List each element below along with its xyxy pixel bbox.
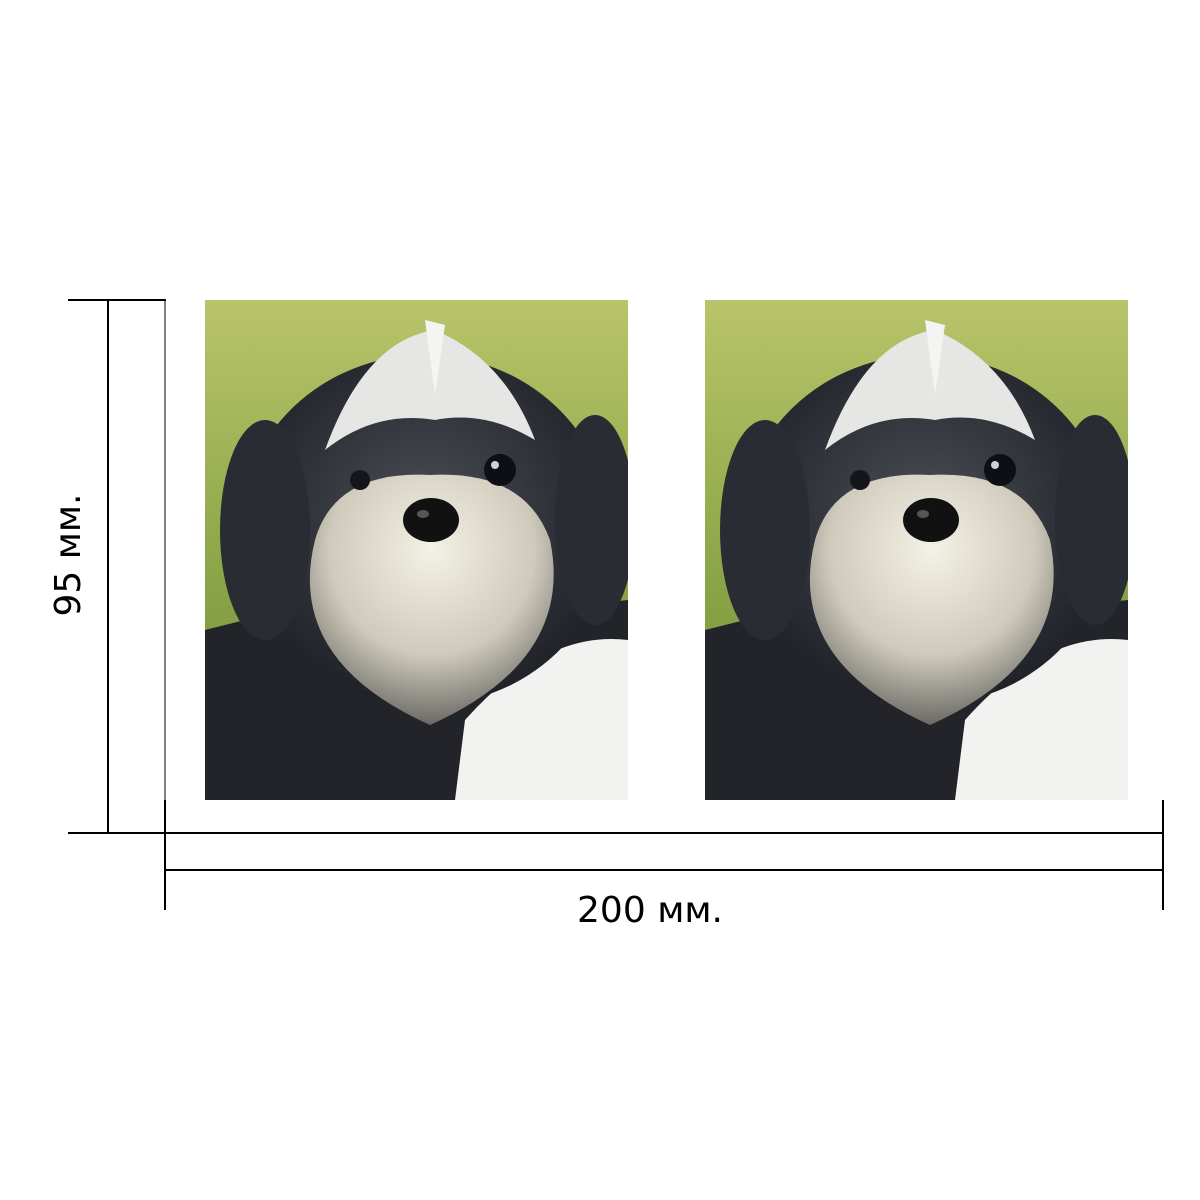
height-label: 95 мм. xyxy=(48,493,89,616)
product-photo xyxy=(705,300,1135,800)
width-label: 200 мм. xyxy=(577,890,723,931)
height-dimension: 95 мм. xyxy=(48,299,166,834)
width-dimension: 200 мм. xyxy=(164,800,1164,931)
product-photo xyxy=(205,300,635,800)
